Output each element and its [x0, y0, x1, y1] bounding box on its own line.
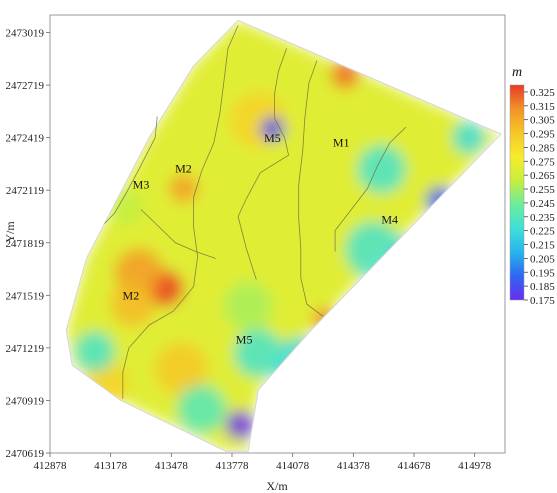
- colorbar-tick-label: 0.295: [530, 129, 555, 141]
- heat-spot: [233, 328, 283, 378]
- x-tick-label: 414078: [276, 460, 310, 472]
- zone-boundary-line: [140, 209, 216, 259]
- heat-spot: [331, 60, 360, 89]
- zone-label: M5: [236, 333, 253, 347]
- heat-spot: [169, 174, 198, 203]
- heat-spot: [357, 144, 406, 194]
- colorbar-tick-label: 0.225: [530, 226, 555, 238]
- y-tick-label: 2471819: [6, 238, 45, 250]
- y-tick-label: 2471519: [6, 290, 45, 302]
- zone-boundaries: [65, 19, 502, 452]
- y-tick-label: 2470619: [6, 448, 45, 460]
- zone-label: M4: [381, 212, 398, 226]
- heat-spot: [108, 189, 146, 226]
- y-tick-label: 2472419: [6, 133, 45, 145]
- colorbar-tick-label: 0.265: [530, 170, 555, 182]
- colorbar-title: m: [512, 65, 522, 80]
- colorbar-tick-label: 0.215: [530, 240, 555, 252]
- heat-spot: [225, 410, 255, 440]
- heat-spot: [110, 281, 156, 327]
- colorbar-tick-label: 0.195: [530, 267, 555, 279]
- x-tick-label: 414678: [398, 460, 432, 472]
- zone-boundary-line: [122, 25, 239, 399]
- heat-spot: [452, 121, 485, 154]
- y-tick-label: 2471219: [6, 343, 45, 355]
- x-tick-label: 413478: [155, 460, 189, 472]
- colorbar-tick-label: 0.305: [530, 115, 555, 127]
- colorbar-tick-label: 0.315: [530, 101, 555, 113]
- colorbar-tick-label: 0.205: [530, 253, 555, 265]
- y-axis-label: Y/m: [3, 221, 17, 243]
- zone-boundary-line: [237, 48, 290, 280]
- colorbar-tick-label: 0.285: [530, 142, 555, 154]
- zone-label: M2: [123, 289, 140, 303]
- region-outline: [65, 19, 502, 452]
- heat-spot: [426, 186, 455, 215]
- heat-spot: [74, 331, 115, 372]
- heat-base: [66, 20, 501, 452]
- heat-spot: [345, 221, 402, 279]
- zone-label: M5: [264, 131, 281, 145]
- heat-spot: [391, 238, 429, 275]
- colorbar-tick-label: 0.245: [530, 198, 555, 210]
- colorbar-tick-label: 0.175: [530, 295, 555, 307]
- y-axis: 2470619 2470919 2471219 2471519 2471819 24721…: [6, 15, 51, 460]
- zone-label: M1: [333, 135, 350, 149]
- colorbar-gradient: [509, 84, 525, 301]
- colorbar-tick-label: 0.185: [530, 281, 555, 293]
- colorbar-tick-label: 0.235: [530, 212, 555, 224]
- x-axis: 412878 413178 413478 413778 414078 414378 4146…: [34, 452, 505, 472]
- y-tick-label: 2470919: [6, 395, 45, 407]
- heat-spot: [177, 384, 226, 434]
- x-tick-label: 414378: [337, 460, 371, 472]
- heat-field: [66, 20, 501, 452]
- x-tick-label: 413178: [94, 460, 128, 472]
- x-axis-label: X/m: [266, 479, 288, 493]
- colorbar-tick-label: 0.255: [530, 184, 555, 196]
- colorbar-tick-label: 0.275: [530, 156, 555, 168]
- heat-spot: [260, 116, 285, 141]
- heat-spot: [155, 342, 208, 396]
- x-tick-label: 412878: [34, 460, 68, 472]
- zone-boundary-line: [104, 116, 158, 224]
- x-tick-label: 413778: [216, 460, 250, 472]
- heat-spot: [223, 281, 273, 331]
- zone-boundary-line: [298, 60, 324, 317]
- zone-label: M3: [133, 177, 150, 191]
- y-tick-label: 2472719: [6, 80, 45, 92]
- x-tick-label: 414978: [458, 460, 492, 472]
- y-tick-label: 2472119: [6, 185, 45, 197]
- plot-area: M1 M2 M2 M3 M4 M5 M5: [49, 14, 506, 454]
- zone-boundary-line: [334, 126, 407, 252]
- zone-label: M2: [175, 162, 192, 176]
- y-tick-label: 2473019: [6, 28, 45, 40]
- colorbar-tick-label: 0.325: [530, 87, 555, 99]
- zone-labels: M1 M2 M2 M3 M4 M5 M5: [123, 131, 399, 346]
